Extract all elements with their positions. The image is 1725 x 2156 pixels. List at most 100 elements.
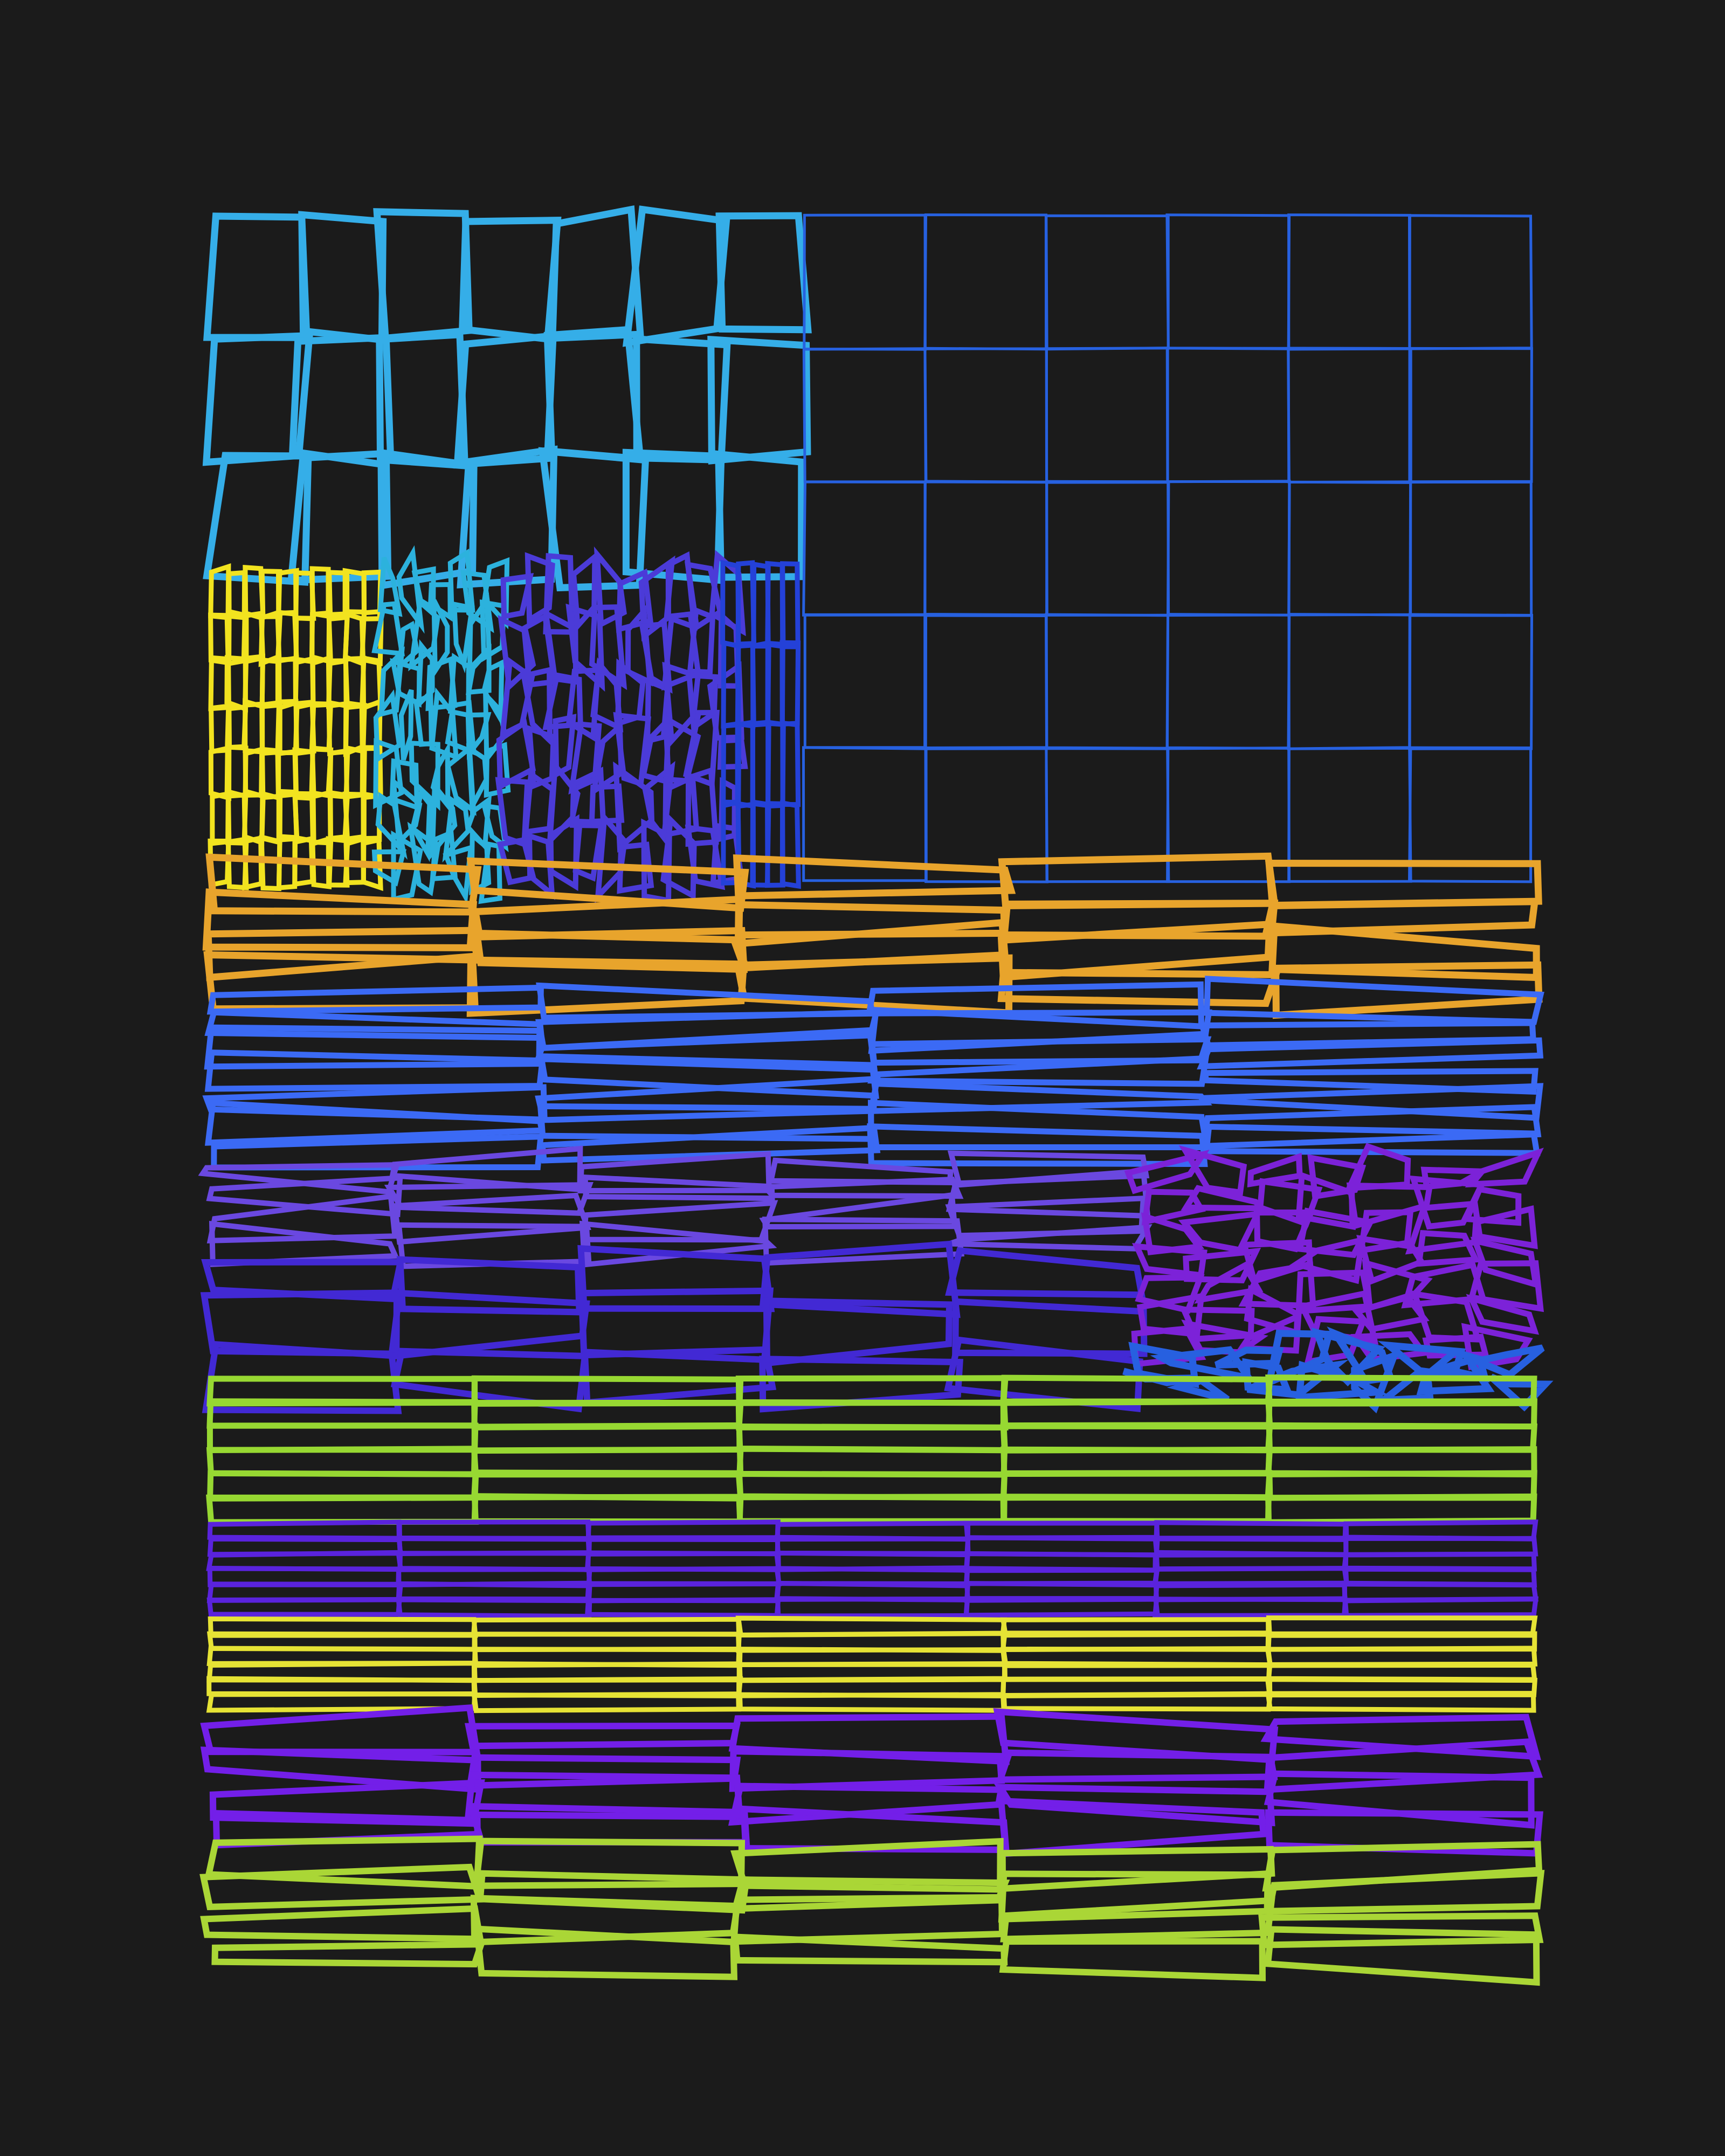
grid-cell (373, 208, 473, 342)
grid-cell (1202, 1068, 1538, 1095)
grid-cell (1000, 1646, 1273, 1668)
grid-cell (586, 1566, 782, 1586)
grid-cell (310, 790, 333, 847)
grid-cell (1409, 347, 1533, 483)
grid-cell (1153, 1566, 1349, 1586)
panel-magenta-dense-grid (1124, 1143, 1544, 1371)
grid-cell (396, 545, 425, 634)
grid-cell (768, 1157, 954, 1185)
grid-cell (397, 1519, 591, 1541)
grid-cell (802, 347, 927, 483)
grid-cell (660, 814, 697, 901)
grid-cell (396, 1580, 591, 1602)
grid-cell (209, 1220, 399, 1267)
panel-blue-regular-grid (802, 213, 1534, 883)
grid-cell (200, 1905, 484, 1943)
grid-cell (539, 1124, 881, 1164)
grid-cell (733, 854, 1016, 900)
grid-cell (1265, 1691, 1536, 1713)
grid-cell (1264, 1926, 1540, 1986)
panel-violet-slats-band (198, 1145, 1153, 1269)
grid-cell (1001, 1494, 1272, 1524)
grid-cell (1298, 1290, 1379, 1345)
grid-cell (466, 743, 489, 816)
grid-cell (1141, 1212, 1205, 1255)
grid-cell (1183, 1247, 1261, 1283)
grid-cell (396, 1597, 592, 1619)
grid-cell (1045, 480, 1170, 617)
grid-cell (398, 689, 414, 761)
grid-cell (1462, 1186, 1522, 1226)
panel-yellow-vertical-panel (208, 563, 384, 892)
grid-cell (409, 741, 440, 811)
grid-cell (466, 1754, 741, 1789)
grid-cell (391, 1192, 591, 1245)
grid-cell (203, 212, 310, 341)
grid-cell (1165, 213, 1291, 350)
grid-cell (1045, 347, 1169, 484)
panel-cyan-jitter-grid (202, 205, 812, 592)
grid-cell (549, 205, 644, 342)
grid-cell (396, 1222, 592, 1269)
grid-cell (999, 1938, 1266, 1981)
grid-cell (459, 216, 562, 343)
grid-cell (442, 796, 471, 863)
grid-cell (298, 211, 387, 344)
grid-cell (1408, 613, 1534, 750)
grid-cell (292, 791, 316, 844)
grid-cell (1295, 1171, 1356, 1231)
grid-cell (471, 1691, 741, 1713)
grid-cell (758, 1176, 964, 1199)
grid-cell (498, 615, 536, 693)
grid-cell (1236, 1311, 1302, 1354)
grid-cell (737, 1692, 1008, 1713)
panel-cyan-chaos-panel (371, 545, 511, 904)
grid-cell (715, 212, 812, 334)
grid-cell (1000, 1691, 1273, 1712)
grid-cell (206, 1597, 402, 1617)
grid-cell (200, 1704, 481, 1756)
grid-cell (945, 1247, 1146, 1298)
grid-cell (867, 1123, 1208, 1167)
panel-purple-dense-rows (206, 1519, 1539, 1619)
grid-cell (427, 582, 453, 622)
grid-cell (952, 1298, 1148, 1357)
grid-cell (1415, 1229, 1480, 1267)
grid-cell (1287, 480, 1412, 617)
grid-cell (803, 613, 928, 749)
grid-cell (582, 1174, 775, 1201)
grid-cell (326, 836, 350, 888)
grid-cell (465, 1771, 743, 1820)
grid-cell (1341, 1596, 1539, 1618)
grid-cell (685, 824, 726, 890)
grid-cell (565, 603, 605, 692)
grid-cell (802, 480, 927, 617)
grid-cell (731, 1933, 1008, 1966)
grid-cell (687, 606, 716, 675)
grid-cell (1165, 613, 1291, 750)
grid-cell (473, 1925, 738, 1980)
grid-cell (1044, 613, 1170, 750)
grid-cell (202, 888, 478, 951)
grid-cell (1350, 1331, 1429, 1363)
grid-cell (287, 450, 392, 584)
grid-cell (1472, 1205, 1538, 1249)
grid-cell (1466, 1294, 1540, 1335)
grid-cell (1407, 214, 1533, 350)
grid-cell (1287, 613, 1412, 750)
grid-cell (553, 714, 577, 779)
grid-cell (204, 1049, 546, 1092)
grid-cell (465, 712, 492, 760)
grid-cell (589, 783, 625, 825)
grid-cell (211, 1941, 486, 1968)
grid-cell (923, 347, 1048, 483)
grid-cell (584, 1598, 781, 1618)
grid-cell (707, 335, 811, 465)
grid-cell (1265, 1870, 1545, 1915)
grid-cell (259, 747, 281, 801)
grid-cell (431, 599, 450, 679)
grid-cell (478, 841, 502, 904)
panel-yellow-dense-rows (206, 1615, 1538, 1713)
grid-cell (207, 1519, 402, 1541)
